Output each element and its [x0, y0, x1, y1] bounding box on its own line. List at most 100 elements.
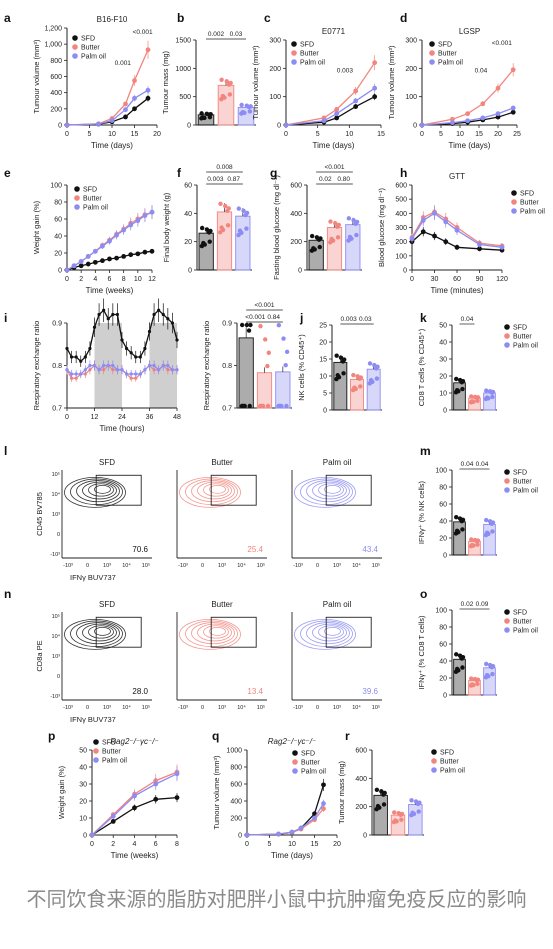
- data-point: [142, 213, 148, 219]
- data-point: [201, 240, 206, 246]
- panel-letter-d: d: [400, 11, 407, 25]
- p-value-label: <0.001: [492, 40, 512, 47]
- x-tick-label: 0: [86, 705, 89, 711]
- data-point: [88, 346, 92, 351]
- chart-title: GTT: [449, 172, 465, 181]
- p-value-label: 0.03: [359, 316, 372, 323]
- gate-box: [210, 616, 257, 648]
- data-point: [420, 218, 426, 223]
- data-point: [102, 308, 106, 312]
- y-tick-label: 300: [395, 225, 407, 232]
- legend-marker: [292, 768, 298, 774]
- panel-letter-e: e: [4, 166, 11, 180]
- data-point: [328, 219, 333, 224]
- data-point: [334, 107, 340, 112]
- gate-percentage: 28.0: [132, 687, 148, 696]
- gate-percentage: 70.6: [132, 545, 148, 554]
- x-tick-label: 10⁴: [237, 704, 246, 711]
- data-point: [128, 252, 134, 258]
- data-point: [115, 312, 120, 317]
- p-value-label: 0.80: [337, 176, 350, 183]
- data-point: [484, 395, 490, 400]
- y-tick-label: 10⁴: [52, 491, 61, 498]
- panel-letter-q: q: [212, 729, 219, 743]
- data-point: [354, 232, 359, 238]
- data-point: [241, 208, 246, 213]
- y-tick-label: 0: [57, 674, 60, 680]
- data-point: [174, 771, 180, 777]
- x-tick-label: 0: [316, 563, 319, 569]
- x-tick-label: 10³: [218, 563, 226, 569]
- legend-marker: [504, 478, 510, 484]
- data-point: [480, 101, 486, 107]
- p-value-label: 0.09: [476, 601, 489, 608]
- data-point: [175, 368, 179, 372]
- panel-l-flow-plots: SFD70.6-10³-10³0010³10³10⁴10⁴10⁵10⁵Butte…: [35, 458, 382, 582]
- gate-percentage: 39.6: [362, 687, 378, 696]
- data-point: [145, 95, 151, 101]
- data-point: [317, 244, 322, 250]
- gate-percentage: 25.4: [247, 545, 263, 554]
- data-point: [465, 111, 470, 117]
- figure-caption: 不同饮食来源的脂肪对肥胖小鼠中抗肿瘤免疫反应的影响: [26, 887, 527, 911]
- p-value-label: <0.001: [133, 29, 153, 36]
- data-point: [454, 652, 459, 657]
- panel-d-chart: 0 100 200 300 0 5 10 15 20 25 Time (days) Tumour vo…: [387, 27, 521, 150]
- data-point: [410, 810, 415, 815]
- data-point: [472, 394, 478, 400]
- data-point: [381, 802, 387, 807]
- data-point: [153, 781, 159, 787]
- y-tick-label: 600: [395, 183, 407, 190]
- data-point: [335, 235, 341, 240]
- p-value-label: 0.87: [227, 176, 240, 183]
- x-tick-label: 10⁵: [257, 704, 265, 711]
- x-tick-label: 90: [476, 276, 484, 283]
- data-point: [100, 243, 105, 249]
- y-axis-label: Tumour mass (mg): [161, 50, 170, 114]
- data-point: [484, 517, 489, 523]
- y-tick-label: 30: [79, 782, 87, 789]
- y-tick-label: 0: [443, 408, 447, 415]
- density-contour: [179, 476, 241, 508]
- data-point: [74, 372, 78, 376]
- density-contour: [76, 480, 120, 503]
- data-point: [460, 527, 465, 532]
- data-point: [495, 111, 501, 117]
- bar-butter: [256, 372, 273, 409]
- y-axis-label: Tumour volume (mm³): [251, 45, 260, 119]
- data-point: [454, 376, 459, 382]
- data-point: [124, 346, 129, 351]
- x-tick-label: 12: [91, 414, 99, 421]
- data-point: [219, 77, 224, 82]
- data-point: [336, 222, 341, 228]
- data-point: [132, 106, 137, 112]
- y-tick-label: 60: [184, 183, 192, 190]
- data-point: [132, 95, 137, 101]
- panel-letter-r: r: [345, 729, 350, 743]
- legend-marker: [292, 759, 298, 765]
- data-point: [368, 378, 374, 383]
- p-value-label: 0.04: [475, 67, 488, 74]
- data-point: [484, 530, 490, 535]
- data-point: [475, 542, 480, 547]
- data-point: [92, 363, 97, 368]
- data-point: [490, 529, 495, 534]
- legend-label: SFD: [300, 42, 314, 49]
- y-tick-label: 10³: [52, 654, 60, 660]
- legend-label: Palm oil: [520, 209, 545, 216]
- data-point: [409, 798, 414, 803]
- data-point: [487, 662, 493, 668]
- x-tick-label: 8: [175, 841, 179, 848]
- y-axis-label: Respiratory exchange ratio: [32, 321, 41, 411]
- data-point: [109, 118, 115, 123]
- panel-q-chart: 0 200 400 600 800 1000 0 5 10 15 20 Time (days) Tumo…: [212, 737, 341, 860]
- x-tick-label: 15: [131, 131, 139, 138]
- legend-marker: [72, 44, 78, 50]
- legend-label: SFD: [513, 325, 527, 332]
- density-contour: [197, 481, 232, 500]
- data-point: [396, 810, 401, 816]
- data-point: [393, 818, 398, 823]
- data-point: [475, 681, 480, 687]
- data-point: [244, 103, 249, 108]
- gate-box: [210, 474, 257, 506]
